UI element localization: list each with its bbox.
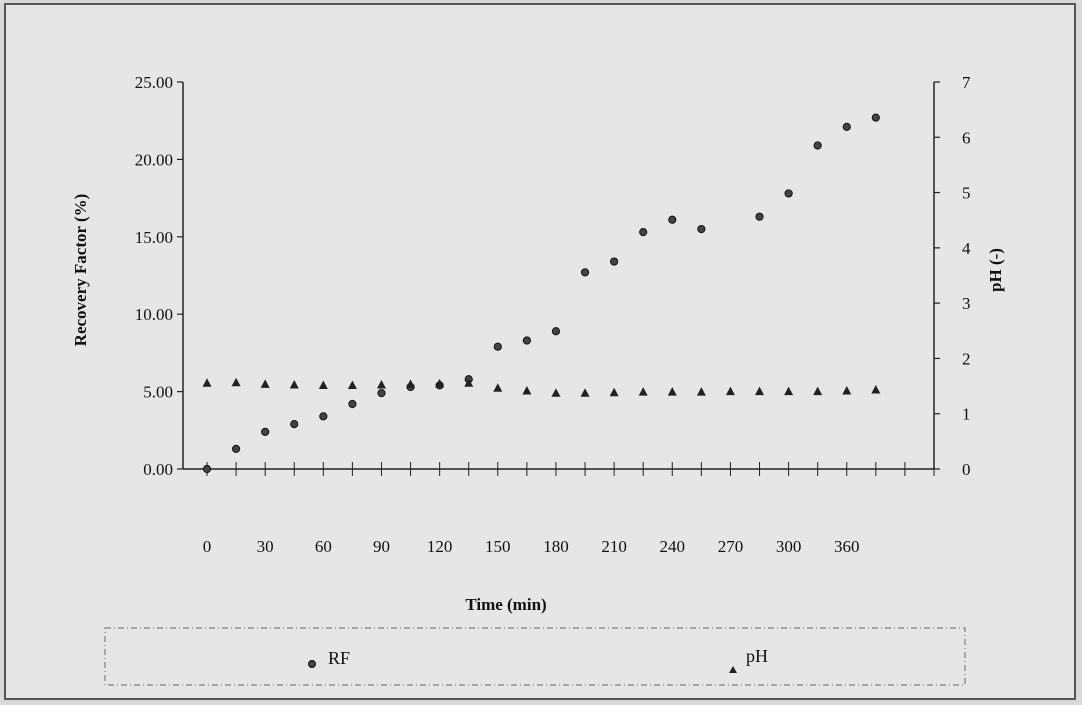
ph-point	[842, 386, 852, 395]
right-y-tick-label: 3	[962, 294, 971, 313]
left-y-axis-title: Recovery Factor (%)	[71, 194, 90, 347]
legend-ph-label: pH	[746, 646, 768, 666]
ph-point	[609, 387, 619, 397]
right-y-axis-title: pH (-)	[986, 248, 1005, 292]
rf-point	[551, 327, 561, 336]
ph-point	[318, 380, 328, 390]
x-tick-label: 90	[373, 537, 390, 556]
right-y-tick-label: 0	[962, 460, 971, 479]
rf-point	[522, 336, 531, 345]
ph-point	[755, 386, 765, 396]
x-tick-label: 300	[776, 537, 802, 556]
ph-point	[260, 379, 270, 388]
x-tick-label: 0	[203, 537, 212, 556]
rf-point	[290, 420, 299, 429]
ph-point	[667, 387, 677, 396]
ph-point	[725, 386, 735, 396]
x-tick-label: 360	[834, 537, 860, 556]
series-rf	[202, 113, 880, 474]
right-y-tick-label: 6	[962, 128, 971, 147]
rf-point	[784, 189, 793, 198]
right-y-tick-label: 1	[962, 405, 971, 424]
right-y-tick-label: 2	[962, 349, 971, 368]
ph-point	[813, 386, 823, 396]
left-y-tick-label: 0.00	[143, 460, 173, 479]
left-y-tick-label: 5.00	[143, 383, 173, 402]
legend-ph-marker	[729, 666, 737, 673]
x-tick-label: 30	[257, 537, 274, 556]
rf-point	[813, 141, 822, 150]
ph-point	[493, 383, 503, 392]
rf-point	[639, 228, 648, 237]
x-tick-label: 270	[718, 537, 744, 556]
rf-point	[231, 444, 241, 453]
rf-point	[493, 342, 502, 351]
ph-point	[871, 384, 881, 394]
left-y-tick-label: 20.00	[135, 150, 173, 169]
x-tick-label: 240	[660, 537, 686, 556]
legend-rf-label: RF	[328, 648, 350, 668]
ph-point	[696, 387, 706, 396]
x-tick-label: 210	[601, 537, 627, 556]
chart-frame: 0 30 60 90 120 150 180 210 240 270 300 360 0.00 5.00…	[4, 3, 1076, 700]
left-y-tick-labels: 0.00 5.00 10.00 15.00 20.00 25.00	[135, 73, 173, 479]
legend-box	[104, 627, 966, 686]
chart-svg: 0 30 60 90 120 150 180 210 240 270 300 360 0.005.00…	[71, 73, 1005, 686]
rf-point	[348, 399, 357, 409]
ph-point	[289, 379, 299, 389]
rf-point	[610, 257, 619, 266]
ph-point	[376, 379, 386, 389]
x-tick-label: 120	[427, 537, 453, 556]
ticks-layer	[177, 81, 940, 476]
plot-area	[182, 82, 935, 470]
ph-point	[522, 386, 532, 395]
legend: RF pH	[104, 627, 966, 686]
x-axis-title: Time (min)	[465, 595, 546, 614]
left-y-tick-label: 15.00	[135, 228, 173, 247]
ph-point	[784, 386, 794, 396]
rf-point	[697, 224, 706, 234]
rf-point	[842, 122, 851, 131]
rf-point	[261, 427, 270, 436]
ph-point	[580, 388, 590, 397]
right-y-tick-label: 7	[962, 73, 971, 92]
x-tick-label: 180	[543, 537, 569, 556]
ph-point	[202, 378, 212, 387]
x-tick-label: 60	[315, 537, 332, 556]
rf-point	[580, 268, 590, 277]
ph-point	[406, 379, 416, 388]
ph-point	[347, 380, 357, 390]
rf-point	[319, 412, 328, 421]
rf-point	[871, 113, 880, 122]
x-tick-label: 150	[485, 537, 511, 556]
ph-point	[435, 378, 445, 388]
series-ph	[202, 377, 881, 397]
rf-point	[668, 215, 677, 224]
rf-point	[377, 389, 386, 398]
right-y-tick-label: 4	[962, 239, 971, 258]
left-y-tick-label: 25.00	[135, 73, 173, 92]
right-y-tick-label: 5	[962, 184, 971, 203]
ph-point	[638, 387, 648, 396]
left-y-tick-label: 10.00	[135, 305, 173, 324]
ph-point	[551, 388, 561, 397]
rf-point	[202, 464, 212, 474]
ph-point	[464, 378, 474, 387]
rf-point	[755, 212, 764, 221]
x-tick-labels: 0 30 60 90 120 150 180 210 240 270 300 360	[203, 537, 860, 556]
legend-rf-marker	[308, 660, 316, 668]
right-y-tick-labels: 0 1 2 3 4 5 6 7	[962, 73, 971, 479]
ph-point	[231, 377, 241, 387]
